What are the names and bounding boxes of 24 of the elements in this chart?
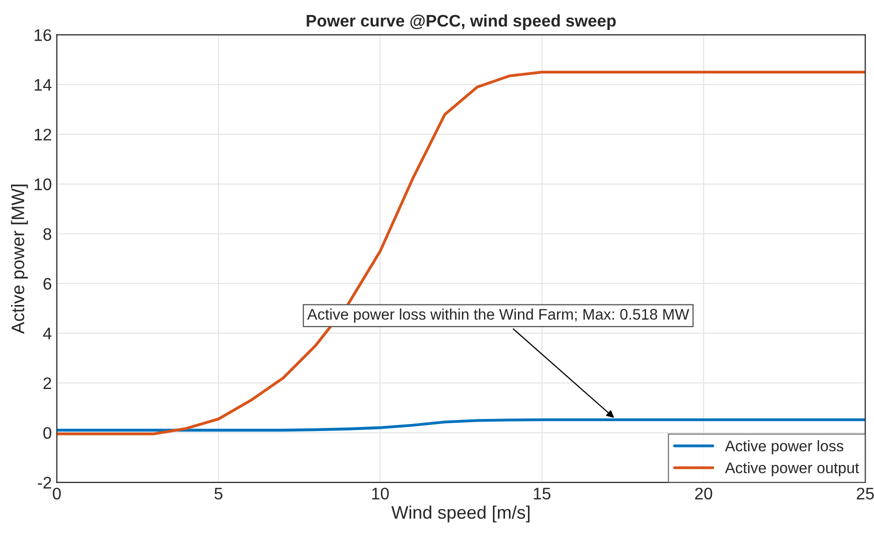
y-tick-label: 0 <box>43 427 52 439</box>
y-tick-label: 10 <box>34 178 52 190</box>
y-tick-label: 6 <box>44 278 52 290</box>
x-tick-label: 25 <box>856 488 874 500</box>
y-tick-label: -2 <box>38 476 52 488</box>
y-tick-label: 4 <box>43 328 52 340</box>
y-tick-label: 8 <box>43 228 52 240</box>
x-tick-label: 0 <box>52 488 61 500</box>
y-tick-label: 12 <box>34 128 52 140</box>
legend-label: Active power output <box>725 462 860 476</box>
x-tick-label: 10 <box>372 488 389 500</box>
line-series <box>56 70 866 436</box>
legend-label: Active power loss <box>725 440 844 454</box>
line-series <box>56 418 866 432</box>
annotation: Active power loss within the Wind Farm; Max: 0.518 MW <box>307 308 690 323</box>
x-axis-title: Wind speed [m/s] <box>391 506 530 522</box>
x-tick-label: 15 <box>534 488 550 500</box>
y-axis-title: Active power [MW] <box>11 184 28 334</box>
y-tick-label: 14 <box>34 79 52 91</box>
x-tick-label: 5 <box>214 488 222 500</box>
y-tick-label: 16 <box>34 29 52 42</box>
chart-title: Power curve @PCC, wind speed sweep <box>306 14 616 30</box>
x-tick-label: 20 <box>695 488 712 500</box>
y-tick-label: 2 <box>44 377 52 389</box>
